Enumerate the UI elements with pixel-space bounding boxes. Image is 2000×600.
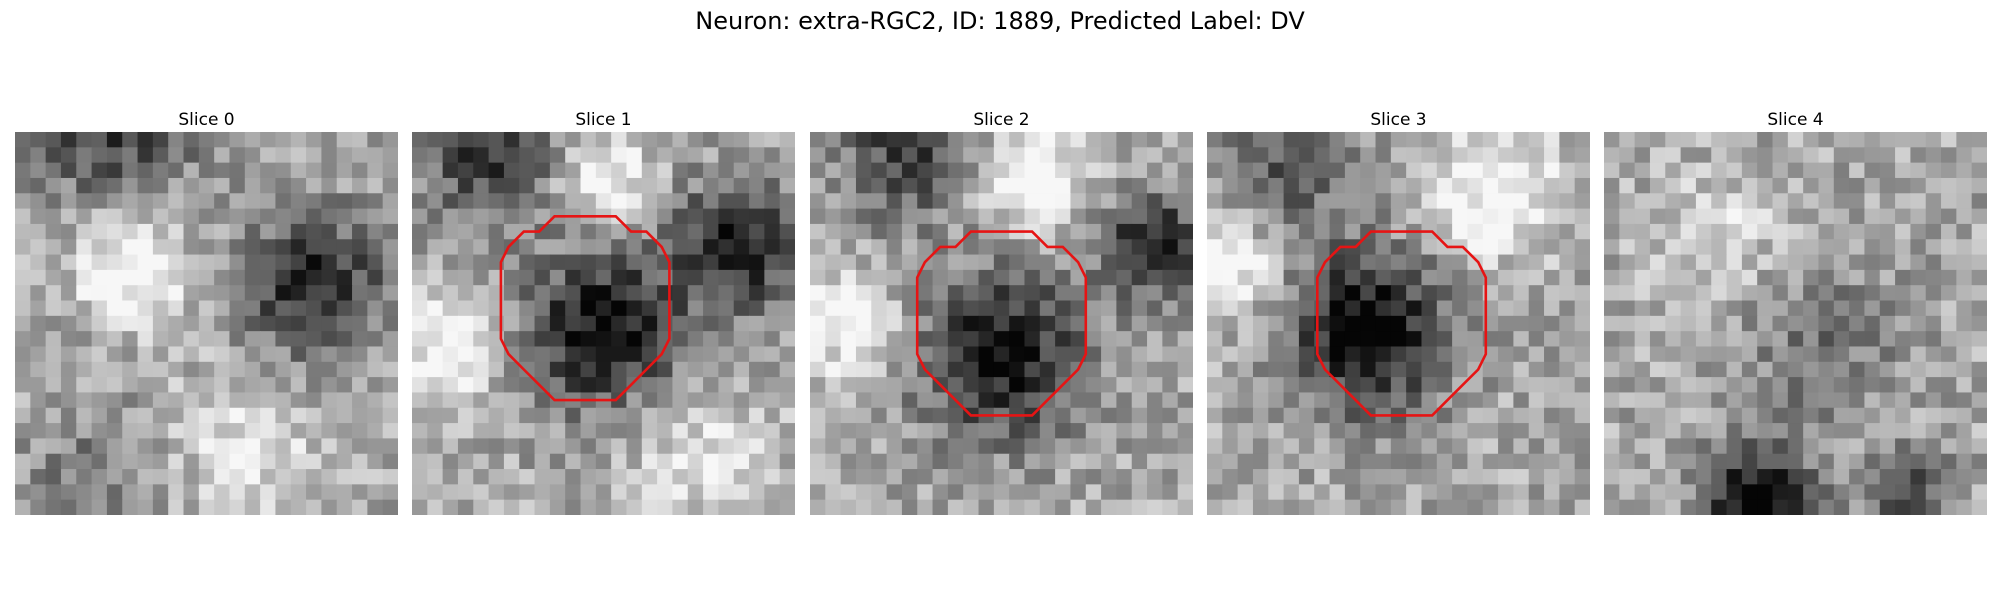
slice-panel: Slice 4 (1604, 108, 1987, 515)
slice-panel: Slice 2 (810, 108, 1193, 515)
slice-title: Slice 4 (1767, 110, 1824, 130)
slice-panel: Slice 0 (15, 108, 398, 515)
slice-image (15, 132, 398, 515)
slice-panel: Slice 1 (412, 108, 795, 515)
slice-image (1207, 132, 1590, 515)
slice-panel: Slice 3 (1207, 108, 1590, 515)
figure-title: Neuron: extra-RGC2, ID: 1889, Predicted … (695, 7, 1305, 35)
slice-title: Slice 2 (973, 110, 1030, 130)
slice-title: Slice 0 (178, 110, 235, 130)
slice-title: Slice 1 (575, 110, 632, 130)
cell-outline (499, 215, 671, 402)
cell-outline (915, 230, 1088, 417)
slice-image (412, 132, 795, 515)
slice-title: Slice 3 (1370, 110, 1427, 130)
slice-image (1604, 132, 1987, 515)
cell-outline (1316, 230, 1488, 417)
slice-image (810, 132, 1193, 515)
